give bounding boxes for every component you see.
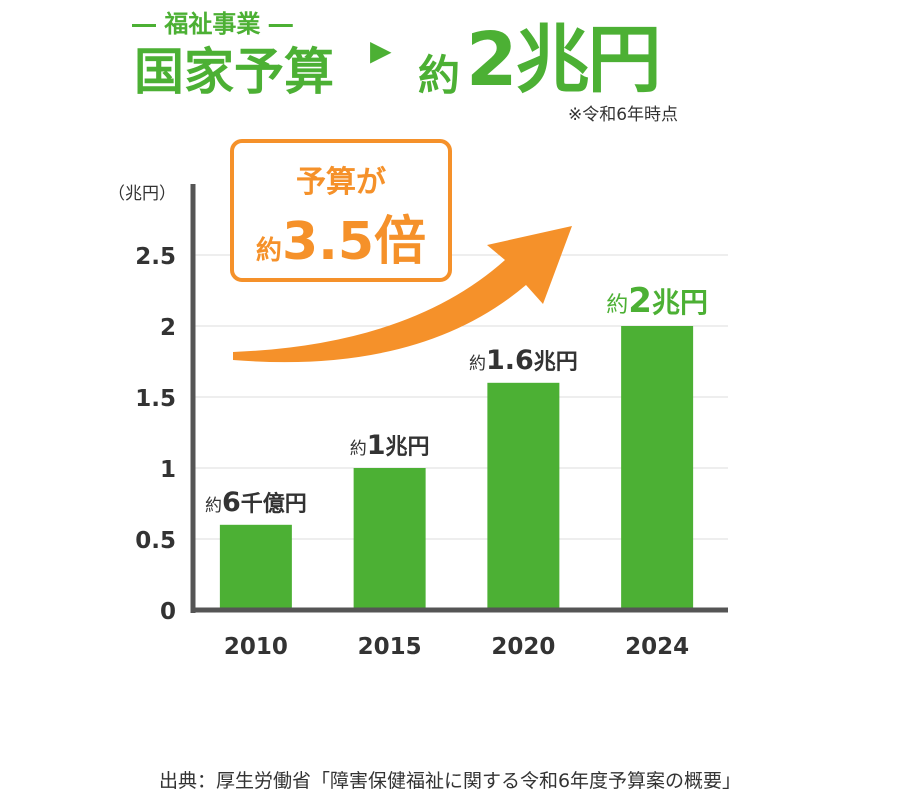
y-tick-label: 2	[160, 315, 176, 341]
category-title: ― 福祉事業 ―	[132, 10, 293, 38]
bar-2010	[219, 524, 292, 610]
x-tick-label: 2010	[224, 634, 288, 660]
data-label-value: 1.6	[486, 345, 534, 376]
callout-line2: 約3.5倍	[234, 199, 448, 274]
data-label-prefix: 約	[606, 293, 628, 318]
source-note: 出典：厚生労働省「障害保健福祉に関する令和6年度予算案の概要」	[158, 770, 742, 792]
callout-approx: 約	[255, 236, 282, 266]
data-label-2024: 約2兆円	[606, 281, 708, 321]
callout-line1: 予算が	[296, 165, 386, 200]
x-tick-label: 2015	[358, 634, 422, 660]
y-tick-label: 1.5	[135, 386, 176, 412]
bar-2024	[621, 326, 694, 610]
headline-approx: 約	[418, 51, 461, 100]
data-label-unit: 兆円	[386, 435, 430, 460]
data-label-2015: 約1兆円	[350, 430, 430, 461]
y-tick-label: 2.5	[135, 244, 176, 270]
data-label-unit: 千億円	[241, 491, 307, 517]
triangle-arrow-icon: ▶	[370, 34, 392, 67]
data-label-prefix: 約	[350, 439, 367, 459]
y-tick-label: 0.5	[135, 528, 176, 554]
data-label-unit: 兆円	[652, 286, 708, 319]
growth-arrow-icon	[233, 226, 572, 363]
headline-amount: 2兆円	[466, 17, 661, 103]
budget-label: 国家予算	[134, 43, 334, 101]
bar-2020	[487, 382, 560, 610]
data-label-value: 6	[222, 487, 241, 518]
data-label-value: 2	[628, 281, 652, 321]
x-tick-label: 2020	[491, 634, 555, 660]
data-label-unit: 兆円	[534, 350, 578, 375]
growth-callout: 予算が 約3.5倍	[230, 139, 452, 282]
y-tick-label: 1	[160, 457, 176, 483]
date-note: ※令和6年時点	[568, 105, 679, 125]
data-label-value: 1	[367, 430, 386, 461]
x-tick-label: 2024	[625, 634, 689, 660]
data-label-2010: 約6千億円	[205, 487, 307, 518]
callout-multiplier: 3.5倍	[281, 212, 427, 272]
bar-2015	[353, 468, 426, 610]
data-label-2020: 約1.6兆円	[469, 345, 578, 376]
data-label-prefix: 約	[469, 354, 486, 374]
data-label-prefix: 約	[205, 496, 222, 516]
y-tick-label: 0	[160, 599, 176, 625]
y-axis-label: （兆円）	[108, 184, 176, 204]
